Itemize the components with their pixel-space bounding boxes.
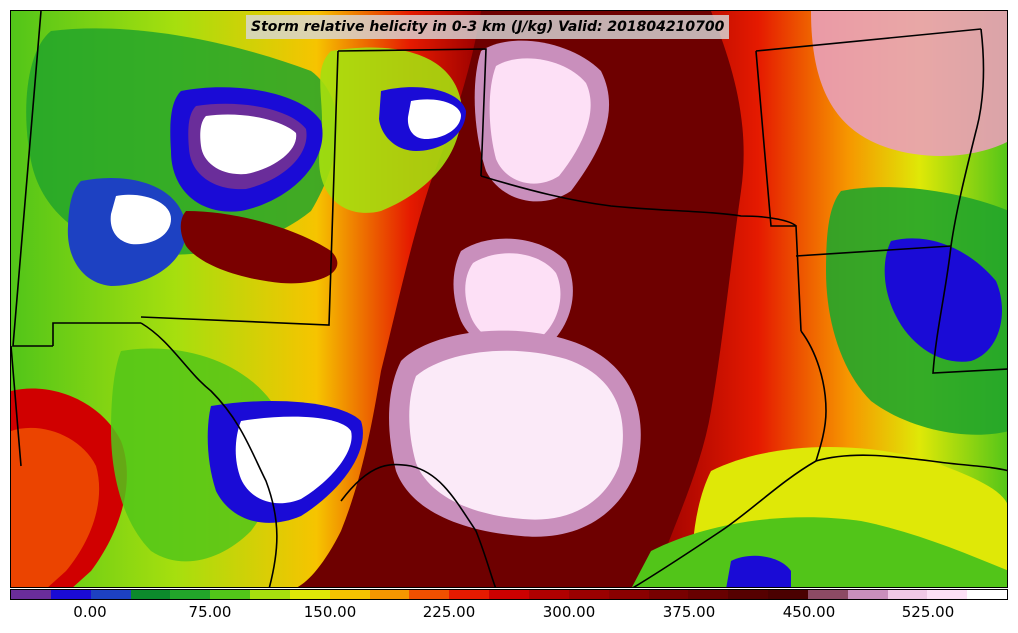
- border-line: [52, 322, 141, 346]
- field-south-white: [235, 416, 352, 504]
- colorbar-segment: [807, 590, 848, 599]
- colorbar-segment: [11, 590, 51, 599]
- border-line: [140, 50, 339, 326]
- map-title: Storm relative helicity in 0-3 km (J/kg)…: [246, 15, 730, 39]
- boundaries: [11, 11, 1007, 587]
- colorbar-segment: [648, 590, 689, 599]
- colorbar-segment: [130, 590, 171, 599]
- border-line: [340, 463, 497, 587]
- border-line: [800, 330, 827, 462]
- colorbar-tick-label: 525.00: [901, 603, 955, 621]
- field-west-white-3: [110, 194, 171, 245]
- helicity-map: [10, 10, 1008, 588]
- border-line: [795, 245, 952, 257]
- border-line: [11, 345, 22, 467]
- colorbar-segment: [90, 590, 131, 599]
- field-west-white-1: [200, 114, 297, 175]
- colorbar-segment: [409, 590, 450, 599]
- colorbar-segment: [369, 590, 410, 599]
- colorbar-segment: [289, 590, 330, 599]
- colorbar-tick-label: 450.00: [782, 603, 836, 621]
- border-line: [755, 28, 982, 52]
- colorbar-segment: [170, 590, 211, 599]
- border-line: [755, 50, 802, 332]
- colorbar-segment: [967, 590, 1008, 599]
- colorbar: [10, 589, 1008, 600]
- colorbar-segment: [568, 590, 609, 599]
- field-se-green: [632, 517, 1007, 587]
- field-sw-orange: [11, 427, 100, 587]
- field-central-white-2: [465, 253, 561, 346]
- colorbar-segment: [887, 590, 928, 599]
- field-ne-pink: [811, 11, 1007, 156]
- colorbar-segment: [329, 590, 370, 599]
- colorbar-tick-label: 75.00: [188, 603, 232, 621]
- helicity-field: [11, 11, 1007, 587]
- border-line: [932, 245, 1007, 374]
- border-line: [950, 28, 985, 247]
- field-se-blue: [726, 555, 791, 587]
- colorbar-segment: [688, 590, 729, 599]
- colorbar-tick-label: 375.00: [662, 603, 716, 621]
- border-line: [480, 175, 797, 227]
- border-line: [632, 454, 1007, 587]
- colorbar-segment: [768, 590, 808, 599]
- border-line: [12, 11, 53, 347]
- field-west-white-2: [407, 99, 461, 139]
- colorbar-tick-label: 0.00: [73, 603, 107, 621]
- border-line: [140, 322, 278, 587]
- colorbar-segment: [728, 590, 769, 599]
- colorbar-segment: [608, 590, 649, 599]
- colorbar-segment: [449, 590, 490, 599]
- colorbar-segment: [489, 590, 529, 599]
- colorbar-segment: [528, 590, 569, 599]
- colorbar-segment: [847, 590, 888, 599]
- colorbar-tick-label: 150.00: [303, 603, 357, 621]
- field-west-darkred: [180, 211, 338, 284]
- colorbar-tick-label: 225.00: [422, 603, 476, 621]
- colorbar-segment: [210, 590, 251, 599]
- colorbar-segment: [927, 590, 968, 599]
- colorbar-tick-label: 300.00: [542, 603, 596, 621]
- colorbar-segment: [50, 590, 91, 599]
- field-central-white-3: [409, 350, 623, 520]
- field-central-white-1: [489, 58, 591, 184]
- colorbar-segment: [250, 590, 290, 599]
- border-line: [337, 48, 487, 177]
